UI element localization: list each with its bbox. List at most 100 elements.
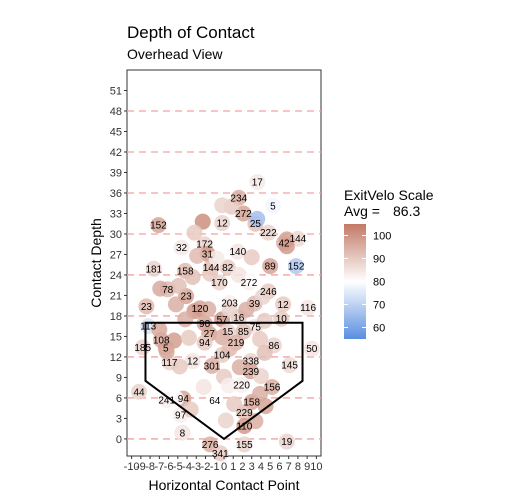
data-point xyxy=(206,392,223,409)
point-label: 144 xyxy=(203,263,220,274)
legend-tick-label: 80 xyxy=(373,277,385,289)
data-point xyxy=(230,266,247,283)
point-label: 152 xyxy=(288,262,305,273)
legend: ExitVelo Scale Avg = 86.3 60 70 80 90 100 xyxy=(344,187,434,339)
point-label: 301 xyxy=(204,361,221,372)
x-tick-label: 2 xyxy=(239,461,245,473)
point-label: 152 xyxy=(150,221,167,232)
data-point xyxy=(231,359,248,376)
data-point xyxy=(262,258,279,275)
data-point xyxy=(221,340,238,357)
data-point xyxy=(145,260,162,277)
chart-subtitle: Overhead View xyxy=(127,46,223,62)
point-label: 140 xyxy=(230,247,247,258)
data-point xyxy=(260,224,277,241)
home-plate-outline xyxy=(144,321,304,441)
point-label: 12 xyxy=(278,300,290,311)
point-label: 17 xyxy=(252,178,264,189)
legend-title: ExitVelo Scale xyxy=(344,187,434,203)
legend-avg-value: 86.3 xyxy=(393,203,420,219)
x-tick-label: -3 xyxy=(191,461,201,473)
x-tick-label: -8 xyxy=(145,461,155,473)
x-tick-label: -2 xyxy=(201,461,211,473)
x-tick-label: 8 xyxy=(295,461,301,473)
point-label: 82 xyxy=(222,263,234,274)
data-point xyxy=(247,413,264,430)
data-point xyxy=(151,321,168,338)
point-label: 12 xyxy=(187,357,199,368)
y-tick-label: 21 xyxy=(110,290,122,302)
data-point xyxy=(288,258,305,275)
point-label: 272 xyxy=(241,278,258,289)
data-point xyxy=(214,215,231,232)
point-label: 113 xyxy=(140,322,156,333)
data-point xyxy=(173,239,190,256)
point-label: 156 xyxy=(264,382,281,393)
point-label: 78 xyxy=(162,285,174,296)
point-label: 44 xyxy=(133,387,145,398)
point-label: 57 xyxy=(217,315,229,326)
data-point xyxy=(221,301,238,318)
x-tick-label: -9 xyxy=(136,461,146,473)
point-label: 155 xyxy=(236,440,253,451)
y-tick-label: 6 xyxy=(116,393,122,405)
point-label: 220 xyxy=(233,380,250,391)
point-label: 203 xyxy=(221,298,238,309)
point-label: 222 xyxy=(260,228,277,239)
data-point xyxy=(256,312,273,329)
point-label: 12 xyxy=(217,219,229,230)
data-point xyxy=(214,329,231,346)
point-label: 89 xyxy=(265,262,277,273)
point-label: 97 xyxy=(175,411,187,422)
data-point xyxy=(264,378,281,395)
legend-tick-label: 70 xyxy=(373,300,385,312)
point-label: 172 xyxy=(196,240,213,251)
point-label: 39 xyxy=(249,299,261,310)
point-label: 8 xyxy=(180,428,186,439)
data-point xyxy=(202,265,219,282)
legend-tick-label: 90 xyxy=(373,254,385,266)
x-tick-label: -1 xyxy=(210,461,220,473)
point-label: 19 xyxy=(281,437,293,448)
y-tick-label: 51 xyxy=(110,85,122,97)
legend-tick-label: 60 xyxy=(373,323,385,335)
data-point xyxy=(249,210,266,227)
y-tick-label: 27 xyxy=(110,249,122,261)
y-tick-label: 3 xyxy=(116,413,122,425)
y-tick-label: 42 xyxy=(110,147,122,159)
point-label: 338 xyxy=(242,357,259,368)
x-tick-label: 5 xyxy=(267,461,273,473)
data-point xyxy=(195,378,212,395)
data-point xyxy=(220,377,237,394)
point-label: 25 xyxy=(250,219,262,230)
x-tick-label: 10 xyxy=(310,461,322,473)
data-point xyxy=(244,271,261,288)
point-label: 94 xyxy=(199,338,211,349)
point-label: 272 xyxy=(235,209,252,220)
point-label: 10 xyxy=(276,314,288,325)
y-axis-title: Contact Depth xyxy=(88,218,104,308)
point-label: 181 xyxy=(145,264,162,275)
point-label: 23 xyxy=(181,292,193,303)
x-tick-label: 3 xyxy=(249,461,255,473)
point-label: 85 xyxy=(238,327,250,338)
data-point xyxy=(252,368,269,385)
data-point xyxy=(189,247,206,264)
point-label: 234 xyxy=(230,193,247,204)
data-point xyxy=(264,197,281,214)
legend-tick-label: 100 xyxy=(373,231,391,243)
data-point xyxy=(134,339,151,356)
data-point xyxy=(186,224,203,241)
data-point xyxy=(278,238,295,255)
data-point xyxy=(174,424,191,441)
data-point xyxy=(226,396,243,413)
x-tick-label: 9 xyxy=(304,461,310,473)
point-label: 144 xyxy=(290,234,307,245)
data-point xyxy=(238,301,255,318)
point-label: 145 xyxy=(281,361,298,372)
chart-title: Depth of Contact xyxy=(127,23,255,42)
y-tick-label: 30 xyxy=(110,229,122,241)
point-label: 117 xyxy=(162,358,178,369)
